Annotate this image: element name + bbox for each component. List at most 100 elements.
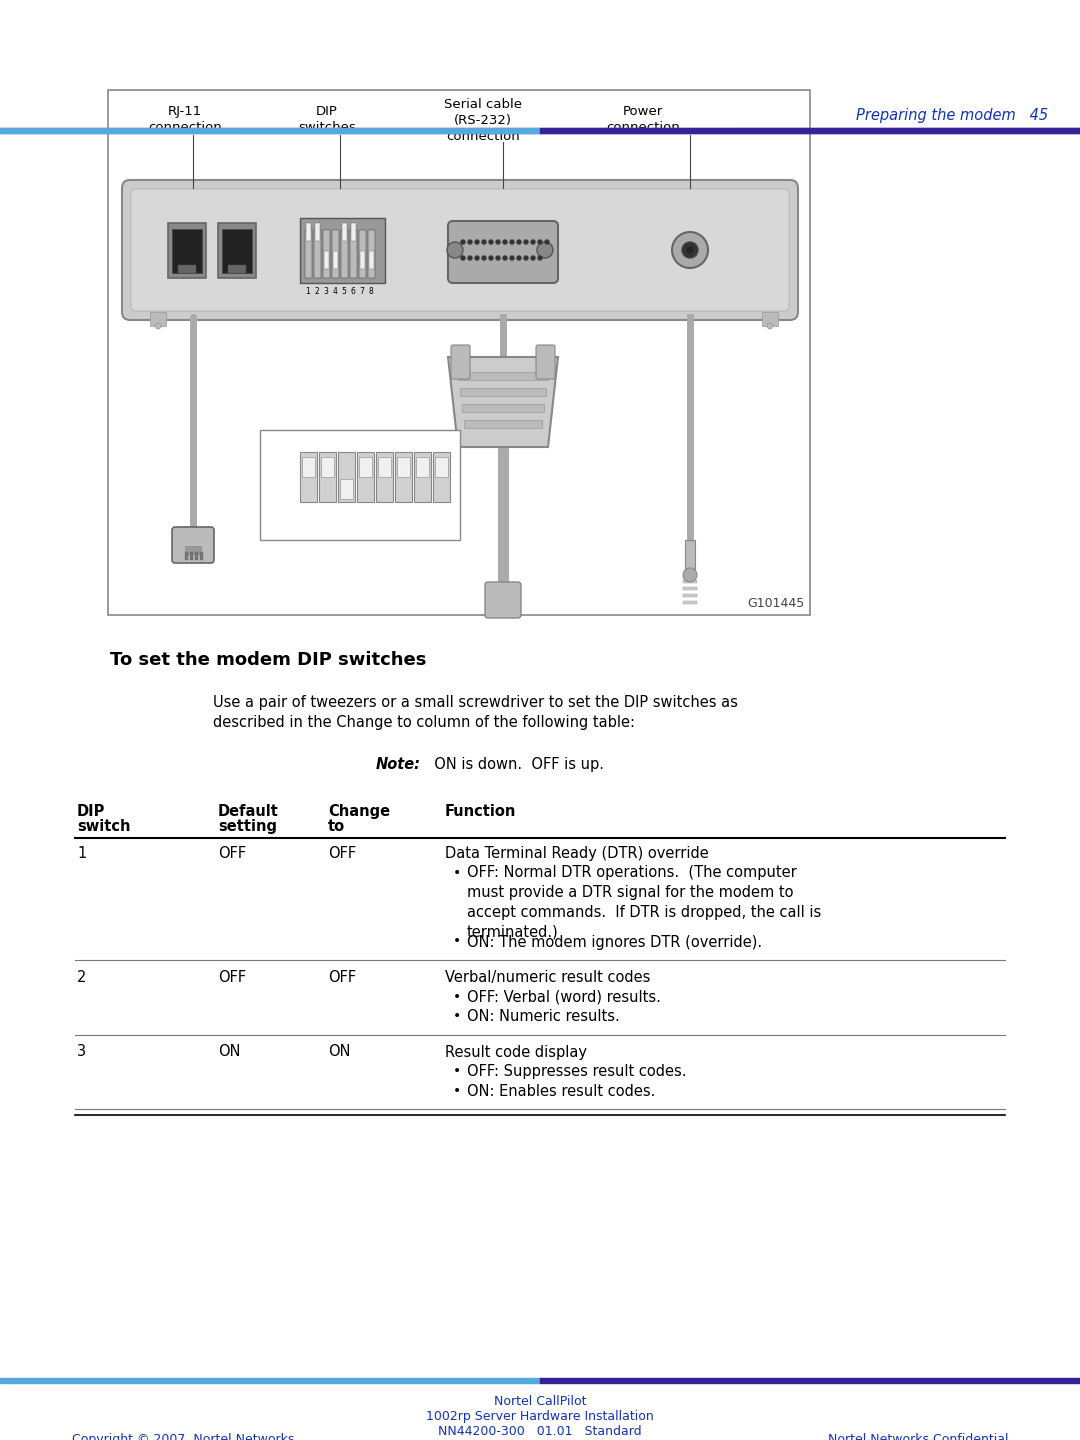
Bar (683, 580, 697, 583)
Text: Verbal/numeric result codes: Verbal/numeric result codes (445, 971, 650, 985)
Bar (397, 456, 410, 477)
Circle shape (538, 255, 542, 261)
Text: Default: Default (218, 804, 279, 819)
Text: 1002rp Server Hardware Installation: 1002rp Server Hardware Installation (427, 1410, 653, 1423)
Circle shape (488, 255, 494, 261)
Text: Switch positions:: Switch positions: (265, 433, 365, 446)
Bar (332, 230, 339, 278)
Text: DIP
switches: DIP switches (298, 105, 356, 134)
Text: NN44200-300   01.01   Standard: NN44200-300 01.01 Standard (438, 1426, 642, 1439)
Text: ON: ON (266, 478, 283, 488)
Text: G101445: G101445 (747, 598, 805, 611)
Bar (341, 230, 348, 278)
Text: 2: 2 (314, 287, 320, 297)
Bar (357, 452, 374, 503)
Bar (321, 456, 334, 477)
Bar (185, 546, 201, 554)
Circle shape (474, 239, 480, 245)
Text: ON: ON (218, 1044, 241, 1060)
Circle shape (530, 239, 536, 245)
Circle shape (510, 255, 514, 261)
Bar (464, 420, 542, 428)
Bar (195, 552, 198, 560)
Bar (315, 223, 320, 240)
Bar (218, 223, 256, 278)
Bar (260, 431, 460, 540)
Bar (150, 312, 166, 325)
Bar (108, 89, 810, 615)
Text: Copyright © 2007, Nortel Networks: Copyright © 2007, Nortel Networks (72, 1433, 295, 1440)
Circle shape (474, 255, 480, 261)
Bar (360, 251, 365, 269)
Bar (540, 128, 1080, 132)
Bar (319, 452, 336, 503)
Text: ON: Numeric results.: ON: Numeric results. (467, 1009, 620, 1024)
Text: Use a pair of tweezers or a small screwdriver to set the DIP switches as: Use a pair of tweezers or a small screwd… (213, 696, 738, 710)
Circle shape (524, 239, 528, 245)
Text: 8: 8 (368, 287, 374, 297)
Bar (338, 452, 355, 503)
Circle shape (538, 239, 542, 245)
Text: 6: 6 (351, 287, 355, 297)
Bar (323, 230, 330, 278)
Text: •: • (453, 1083, 461, 1097)
Bar (683, 600, 697, 603)
Text: Result code display: Result code display (445, 1044, 588, 1060)
Text: Data Terminal Ready (DTR) override: Data Terminal Ready (DTR) override (445, 845, 708, 861)
Bar (200, 552, 203, 560)
Bar (762, 312, 778, 325)
Circle shape (488, 239, 494, 245)
Polygon shape (448, 357, 558, 446)
Text: 3: 3 (343, 510, 349, 520)
Bar (300, 217, 384, 284)
FancyBboxPatch shape (131, 189, 789, 311)
FancyBboxPatch shape (451, 346, 470, 379)
Text: To set the modem DIP switches: To set the modem DIP switches (110, 651, 427, 670)
Text: 7: 7 (419, 510, 426, 520)
Circle shape (510, 239, 514, 245)
Text: RJ-11
connection: RJ-11 connection (148, 105, 221, 134)
Circle shape (516, 239, 522, 245)
Circle shape (156, 323, 161, 328)
Text: 6: 6 (400, 510, 406, 520)
Text: 1: 1 (306, 287, 310, 297)
Circle shape (468, 239, 473, 245)
Text: 7: 7 (360, 287, 364, 297)
Circle shape (524, 255, 528, 261)
Text: OFF: Verbal (word) results.: OFF: Verbal (word) results. (467, 989, 661, 1005)
Text: OFF: Normal DTR operations.  (The computer
must provide a DTR signal for the mod: OFF: Normal DTR operations. (The compute… (467, 865, 821, 940)
Text: •: • (453, 865, 461, 880)
Bar (414, 452, 431, 503)
Circle shape (544, 239, 550, 245)
Circle shape (502, 255, 508, 261)
Circle shape (516, 255, 522, 261)
Text: OFF: Suppresses result codes.: OFF: Suppresses result codes. (467, 1064, 687, 1079)
Text: DIP: DIP (77, 804, 106, 819)
Bar (460, 387, 546, 396)
Text: Nortel CallPilot: Nortel CallPilot (494, 1395, 586, 1408)
Text: ON: ON (328, 1044, 351, 1060)
FancyBboxPatch shape (172, 527, 214, 563)
Text: Change: Change (328, 804, 390, 819)
Text: to: to (328, 819, 346, 834)
Circle shape (460, 239, 465, 245)
Bar (168, 223, 206, 278)
FancyBboxPatch shape (536, 346, 555, 379)
Bar (300, 452, 318, 503)
Circle shape (683, 567, 697, 582)
Bar (228, 265, 246, 274)
Text: Note:: Note: (376, 757, 421, 772)
Bar (359, 456, 372, 477)
Bar (359, 230, 366, 278)
Text: setting: setting (218, 819, 276, 834)
Text: 4: 4 (333, 287, 337, 297)
Bar (302, 456, 315, 477)
Text: •: • (453, 935, 461, 949)
Text: 2: 2 (77, 971, 86, 985)
Bar (190, 552, 193, 560)
Circle shape (482, 239, 486, 245)
Bar (185, 552, 188, 560)
Text: ON is down.  OFF is up.: ON is down. OFF is up. (426, 757, 604, 772)
Text: 3: 3 (324, 287, 328, 297)
Bar (462, 405, 544, 412)
